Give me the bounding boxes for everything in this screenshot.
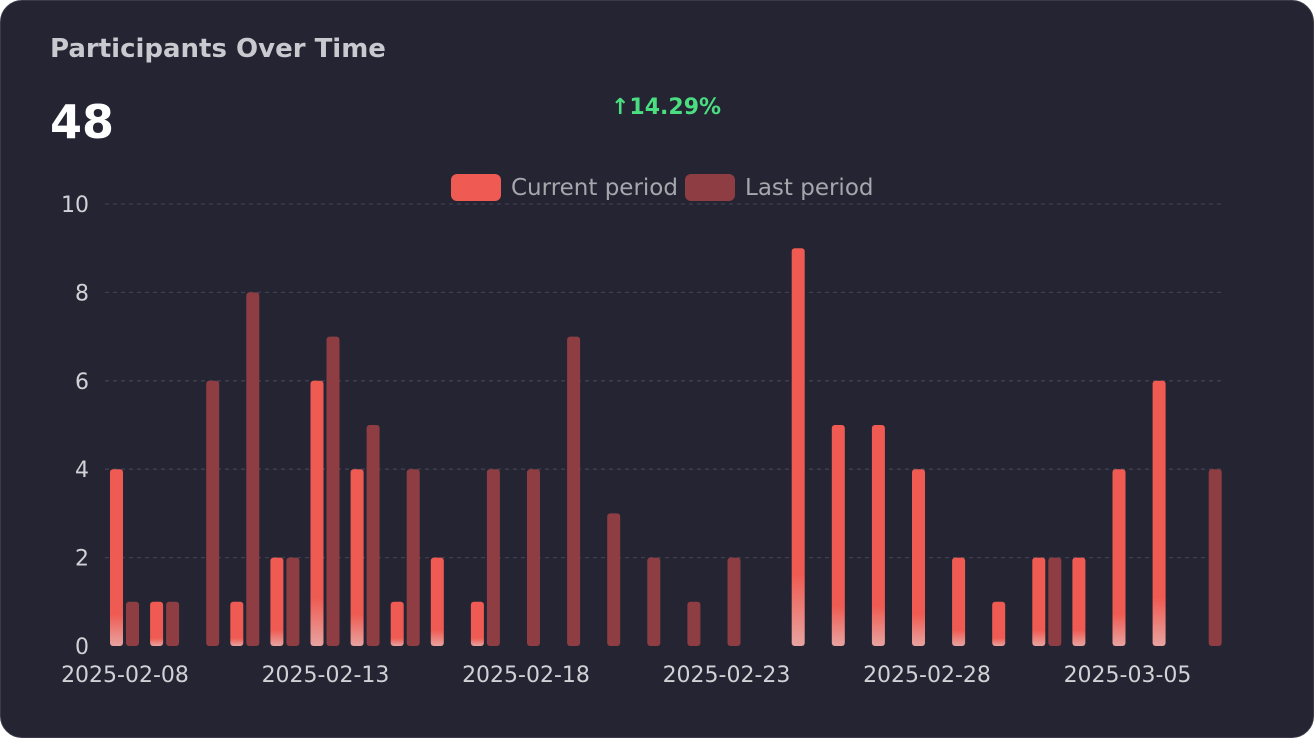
y-tick-label: 0 bbox=[75, 635, 89, 660]
bar-last[interactable] bbox=[1048, 557, 1062, 646]
y-tick-label: 2 bbox=[75, 547, 89, 572]
x-axis-ticks: 2025-02-08 2025-02-13 2025-02-18 2025-02-23… bbox=[61, 663, 1191, 688]
legend-swatch-current[interactable] bbox=[451, 174, 501, 201]
x-tick-label: 2025-02-23 bbox=[663, 663, 791, 688]
bar-last[interactable] bbox=[727, 557, 741, 646]
y-tick-label: 4 bbox=[75, 458, 89, 483]
x-tick-label: 2025-02-18 bbox=[462, 663, 590, 688]
bar-last[interactable] bbox=[647, 557, 661, 646]
bar-current[interactable] bbox=[390, 601, 404, 646]
bar-last[interactable] bbox=[206, 380, 220, 646]
bar-last[interactable] bbox=[246, 292, 260, 646]
bar-last[interactable] bbox=[366, 425, 380, 646]
bar-current[interactable] bbox=[230, 601, 244, 646]
bar-last[interactable] bbox=[687, 601, 701, 646]
bar-current[interactable] bbox=[1152, 380, 1166, 646]
x-tick-label: 2025-02-08 bbox=[61, 663, 189, 688]
bar-current[interactable] bbox=[1112, 469, 1126, 646]
bar-current[interactable] bbox=[952, 557, 966, 646]
y-axis-ticks: 0 2 4 6 8 10 bbox=[61, 193, 89, 660]
bar-last[interactable] bbox=[527, 469, 540, 646]
total-value: 48 bbox=[50, 95, 115, 149]
y-tick-label: 8 bbox=[75, 281, 89, 306]
bar-last[interactable] bbox=[406, 469, 420, 646]
bar-current[interactable] bbox=[470, 601, 484, 646]
bar-current[interactable] bbox=[310, 380, 324, 646]
bar-current[interactable] bbox=[430, 557, 444, 646]
bar-current[interactable] bbox=[1032, 557, 1046, 646]
bar-last[interactable] bbox=[607, 513, 621, 646]
bar-current[interactable] bbox=[791, 248, 805, 646]
bar-current[interactable] bbox=[350, 469, 364, 646]
bar-last[interactable] bbox=[166, 601, 180, 646]
y-tick-label: 10 bbox=[61, 193, 89, 218]
bar-current[interactable] bbox=[270, 557, 284, 646]
x-tick-label: 2025-02-28 bbox=[863, 663, 991, 688]
legend: Current period Last period bbox=[451, 174, 874, 201]
grid-lines bbox=[105, 203, 1225, 559]
legend-swatch-last[interactable] bbox=[685, 174, 735, 201]
bar-current[interactable] bbox=[831, 425, 845, 646]
legend-label-current[interactable]: Current period bbox=[511, 175, 678, 201]
change-badge: ↑14.29% bbox=[611, 95, 722, 120]
bar-last[interactable] bbox=[1208, 469, 1222, 646]
bar-last[interactable] bbox=[126, 601, 139, 646]
bar-last[interactable] bbox=[567, 336, 581, 646]
bar-last[interactable] bbox=[326, 336, 340, 646]
bar-current[interactable] bbox=[1072, 557, 1086, 646]
bar-last[interactable] bbox=[486, 469, 500, 646]
x-tick-label: 2025-03-05 bbox=[1064, 663, 1192, 688]
bar-current[interactable] bbox=[992, 601, 1006, 646]
bar-last[interactable] bbox=[286, 557, 300, 646]
bar-current[interactable] bbox=[912, 469, 925, 646]
bar-current[interactable] bbox=[110, 469, 123, 646]
y-tick-label: 6 bbox=[75, 370, 89, 395]
bar-current[interactable] bbox=[871, 425, 885, 646]
x-tick-label: 2025-02-13 bbox=[262, 663, 390, 688]
card-title: Participants Over Time bbox=[50, 34, 386, 64]
bar-current[interactable] bbox=[150, 601, 164, 646]
bars bbox=[110, 248, 1222, 646]
legend-label-last[interactable]: Last period bbox=[745, 175, 874, 201]
